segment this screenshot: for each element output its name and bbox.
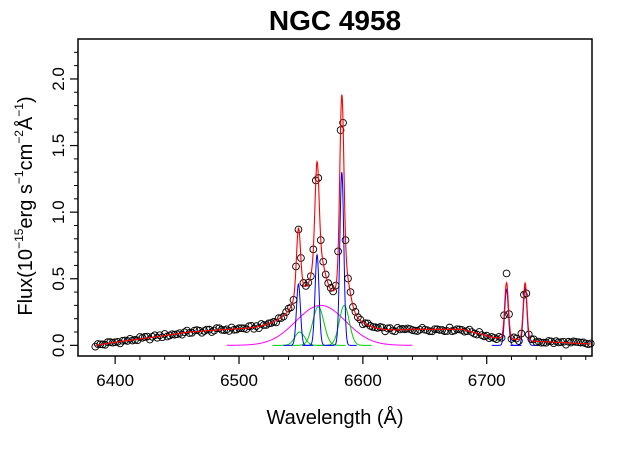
data-point [150,331,159,340]
x-axis-ticks: 6400 6500 6600 6700 [96,356,587,390]
data-point [279,312,288,321]
y-axis-label: Flux(10−15erg s−1cm−2Å−1) [12,96,37,315]
data-point [544,337,553,345]
data-point [393,323,402,332]
plot-border [77,38,593,357]
x-tick-label: 6600 [344,371,382,390]
narrow-component-line [326,172,357,346]
data-point [515,337,523,345]
data-point [354,313,362,322]
data-point [153,333,162,342]
x-tick-label: 6400 [96,371,134,390]
y-axis-ticks: 0.0 0.5 1.0 1.5 2.0 [49,51,78,358]
data-point [468,328,476,336]
data-point [103,338,112,347]
data-point [212,324,221,332]
data-point [574,338,583,347]
intermediate-component-line [291,306,346,346]
data-point [160,330,169,338]
data-point [259,321,268,329]
x-axis-label: Wavelength (Å) [266,406,403,429]
data-point [539,338,548,347]
data-point [502,269,511,278]
plot-frame [77,38,593,357]
data-point [331,281,340,290]
data-point [91,342,100,351]
data-point [324,279,333,288]
data-point [215,324,224,333]
data-point [492,335,501,343]
data-point [576,338,585,347]
data-point [205,325,214,334]
data-point [440,327,449,335]
y-tick-label: 0.0 [49,334,68,358]
data-point [178,330,186,339]
total-fit-line [95,94,591,346]
data-point [378,323,387,332]
data-point [361,319,370,328]
data-point [126,334,134,343]
intermediate-component-line [317,304,372,346]
data-point [428,327,437,336]
data-point [141,333,149,341]
data-point [227,323,236,332]
series-data-points [91,118,595,351]
data-point [274,314,283,322]
data-point [383,324,392,333]
data-point [250,324,258,333]
narrow-component-line [302,253,332,346]
data-point [418,323,427,332]
data-point [435,326,444,334]
data-point [572,338,580,346]
y-tick-label: 1.5 [49,134,68,158]
data-point [287,303,295,312]
data-point [207,328,216,336]
data-point [245,322,253,331]
y-tick-label: 1.0 [49,200,68,224]
data-point [304,278,313,287]
data-point [537,338,546,347]
data-point [411,326,419,335]
chart-title: NGC 4958 [269,5,401,36]
data-point [549,339,558,348]
data-point [368,323,377,331]
data-point [398,324,407,333]
data-point [482,331,491,340]
y-tick-label: 2.0 [49,67,68,91]
data-point [155,331,164,340]
data-point [356,315,365,324]
data-point [465,325,474,334]
data-point [230,325,238,334]
data-point [202,325,211,334]
data-point [425,327,434,336]
series-total-fit [95,94,591,346]
x-tick-label: 6500 [220,371,258,390]
data-point [183,326,191,335]
data-point [321,270,330,279]
data-point [264,319,273,328]
data-point [542,338,551,347]
data-point [145,335,154,344]
x-tick-label: 6700 [468,371,506,390]
data-point [294,225,303,234]
y-tick-label: 0.5 [49,267,68,291]
